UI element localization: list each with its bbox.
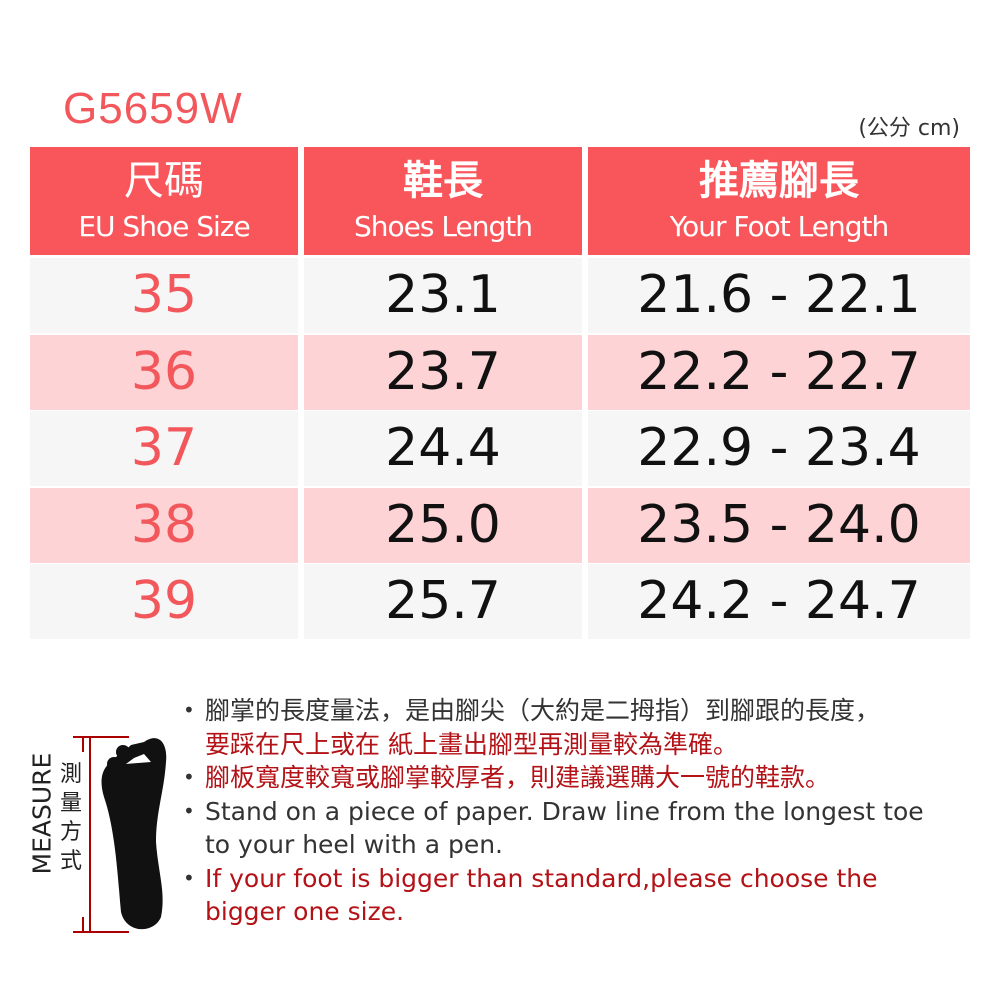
cell-shoe: 25.0 <box>304 487 582 563</box>
note-text: to your heel with a pen. <box>205 830 503 859</box>
note-text: 腳掌的長度量法，是由腳尖（大約是二拇指）到腳跟的長度， <box>205 696 881 725</box>
cell-foot: 22.9 - 23.4 <box>588 411 970 486</box>
header-foot-length: 推薦腳長 Your Foot Length <box>588 147 970 255</box>
unit-label: (公分 cm) <box>858 116 960 141</box>
cell-size: 39 <box>30 564 298 639</box>
cell-foot: 24.2 - 24.7 <box>588 564 970 639</box>
bullet-icon: • <box>183 698 195 722</box>
header-shoe-length-en: Shoes Length <box>354 210 533 243</box>
header-size-en: EU Shoe Size <box>78 210 250 243</box>
measure-label: MEASURE 測量方式 <box>28 736 167 933</box>
header-shoe-length-zh: 鞋長 <box>403 158 483 204</box>
cell-foot: 21.6 - 22.1 <box>588 258 970 333</box>
note-text: 要踩在尺上或在 紙上畫出腳型再測量較為準確。 <box>205 729 738 759</box>
header-foot-length-zh: 推薦腳長 <box>699 158 859 204</box>
model-number: G5659W <box>63 84 243 133</box>
note-line: • 腳板寬度較寬或腳掌較厚者，則建議選購大一號的鞋款。 <box>183 761 983 795</box>
bullet-icon: • <box>183 798 195 823</box>
cell-shoe: 24.4 <box>304 411 582 486</box>
cell-size: 37 <box>30 411 298 486</box>
cell-size: 36 <box>30 334 298 410</box>
measure-en: MEASURE <box>27 752 57 875</box>
measure-zh: 測量方式 <box>60 762 83 874</box>
cell-shoe: 23.1 <box>304 258 582 333</box>
notes: • 腳掌的長度量法，是由腳尖（大約是二拇指）到腳跟的長度， 要踩在尺上或在 紙上畫出… <box>183 694 983 929</box>
header-size: 尺碼 EU Shoe Size <box>30 147 298 255</box>
cell-foot: 22.2 - 22.7 <box>588 334 970 410</box>
header-foot-length-en: Your Foot Length <box>669 210 890 243</box>
note-line: • Stand on a piece of paper. Draw line fr… <box>183 795 983 829</box>
header-shoe-length: 鞋長 Shoes Length <box>304 147 582 255</box>
note-text: If your foot is bigger than standard,ple… <box>205 863 878 893</box>
note-line: 要踩在尺上或在 紙上畫出腳型再測量較為準確。 <box>183 728 983 762</box>
cell-size: 35 <box>30 258 298 333</box>
note-line: to your heel with a pen. <box>183 828 983 862</box>
cell-shoe: 23.7 <box>304 334 582 410</box>
note-text: bigger one size. <box>205 897 405 926</box>
foot-measure-icon <box>73 736 167 933</box>
cell-shoe: 25.7 <box>304 564 582 639</box>
note-text: Stand on a piece of paper. Draw line fro… <box>205 796 924 826</box>
bullet-icon: • <box>183 765 195 789</box>
cell-size: 38 <box>30 487 298 563</box>
note-line: • If your foot is bigger than standard,pl… <box>183 862 983 896</box>
note-line: • 腳掌的長度量法，是由腳尖（大約是二拇指）到腳跟的長度， <box>183 694 983 728</box>
note-text: 腳板寬度較寬或腳掌較厚者，則建議選購大一號的鞋款。 <box>205 763 831 792</box>
bullet-icon: • <box>183 865 195 890</box>
cell-foot: 23.5 - 24.0 <box>588 487 970 563</box>
note-line: bigger one size. <box>183 895 983 929</box>
header-size-zh: 尺碼 <box>124 158 204 204</box>
